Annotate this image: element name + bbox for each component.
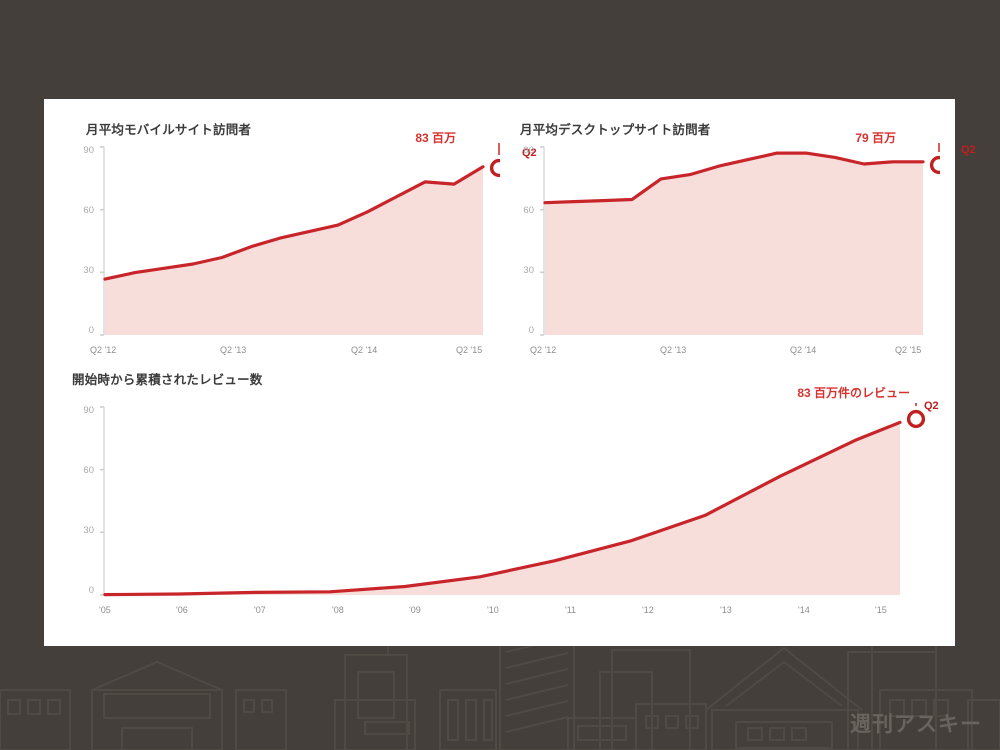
x-tick-label: '09 [409,605,421,615]
chart-desktop-visitors-plot [540,143,940,336]
chart-card: 月平均モバイルサイト訪問者 90 60 30 0 83 百万 Q2 [44,99,976,646]
x-tick-label: '07 [254,605,266,615]
chart-desktop-visitors-value-callout: 79 百万 [855,131,896,145]
chart-mobile-visitors-value-callout: 83 百万 [415,131,456,145]
y-tick-label: 0 [88,585,94,596]
x-tick-label: Q2 '12 [530,345,557,355]
chart-mobile-visitors: 月平均モバイルサイト訪問者 90 60 30 0 83 百万 Q2 [44,99,536,367]
y-tick-label: 60 [523,205,534,216]
x-tick-label: Q2 '12 [90,345,117,355]
x-tick-label: Q2 '13 [220,345,247,355]
chart-mobile-visitors-q2-label: Q2 [522,147,537,159]
y-tick-label: 90 [83,405,94,416]
x-tick-label: '12 [642,605,654,615]
x-tick-label: '10 [487,605,499,615]
x-tick-label: '11 [565,605,577,615]
x-tick-label: Q2 '14 [351,345,378,355]
x-tick-label: '13 [720,605,732,615]
y-tick-label: 90 [523,145,534,156]
chart-desktop-visitors: 月平均デスクトップサイト訪問者 90 60 30 0 79 百万 Q2 Q2 '… [502,99,976,367]
y-tick-label: 60 [83,205,94,216]
x-tick-label: Q2 '15 [456,345,483,355]
chart-desktop-visitors-title: 月平均デスクトップサイト訪問者 [520,123,711,137]
chart-mobile-visitors-title: 月平均モバイルサイト訪問者 [86,123,252,137]
x-tick-label: Q2 '15 [895,345,922,355]
chart-cumulative-reviews: 開始時から累積されたレビュー数 90 60 30 0 83 百万件のレビュー Q… [44,361,955,646]
x-tick-label: Q2 '14 [790,345,817,355]
x-tick-label: '08 [332,605,344,615]
chart-mobile-visitors-plot [100,143,500,336]
chart-cumulative-reviews-value-callout: 83 百万件のレビュー [797,386,910,400]
chart-cumulative-reviews-title: 開始時から累積されたレビュー数 [72,373,263,387]
x-tick-label: '15 [875,605,887,615]
weekly-ascii-watermark: 週刊アスキー [850,712,982,736]
chart-cumulative-reviews-plot [100,403,929,597]
y-tick-label: 30 [523,265,534,276]
x-tick-label: '05 [99,605,111,615]
x-tick-label: '14 [798,605,810,615]
x-tick-label: '06 [176,605,188,615]
y-tick-label: 0 [528,325,534,336]
y-tick-label: 60 [83,465,94,476]
y-tick-label: 90 [83,145,94,156]
y-tick-label: 30 [83,265,94,276]
y-tick-label: 30 [83,525,94,536]
chart-desktop-visitors-q2-label: Q2 [961,144,976,156]
y-tick-label: 0 [88,325,94,336]
x-tick-label: Q2 '13 [660,345,687,355]
chart-cumulative-reviews-q2-label: Q2 [924,400,939,412]
